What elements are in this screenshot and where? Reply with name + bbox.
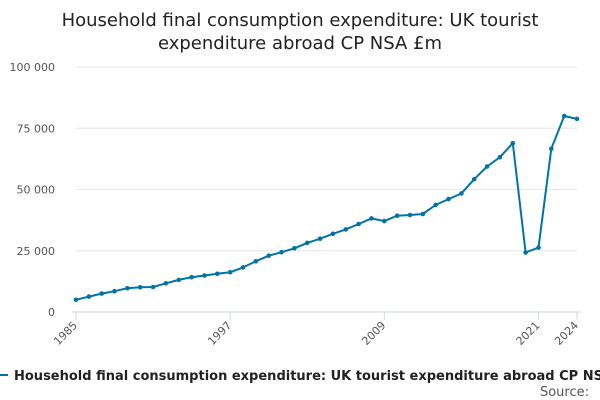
data-point[interactable] <box>227 270 233 275</box>
series-line[interactable] <box>75 115 578 301</box>
source-label: Source: <box>540 385 589 400</box>
y-tick-label: 50 000 <box>17 184 56 197</box>
series-group <box>73 113 580 303</box>
chart-title-line-2: expenditure abroad CP NSA £m <box>158 33 442 54</box>
data-point[interactable] <box>99 291 104 296</box>
data-point[interactable] <box>176 277 182 283</box>
data-point[interactable] <box>150 284 156 290</box>
data-point[interactable] <box>86 294 92 299</box>
y-tick-label: 0 <box>48 306 55 319</box>
data-point[interactable] <box>484 164 490 169</box>
x-tick-label: 1997 <box>205 319 234 348</box>
data-point[interactable] <box>459 191 464 196</box>
data-point[interactable] <box>343 227 349 232</box>
data-point[interactable] <box>279 249 284 255</box>
data-point[interactable] <box>266 253 272 258</box>
data-point[interactable] <box>536 245 541 250</box>
data-point[interactable] <box>510 140 516 146</box>
x-tick-label: 1985 <box>51 319 80 348</box>
data-point[interactable] <box>420 211 426 217</box>
data-point[interactable] <box>446 196 451 202</box>
x-tick-label: 2021 <box>514 319 543 348</box>
data-point[interactable] <box>394 213 400 218</box>
y-axis-labels: 0 25 000 50 000 75 000 100 000 <box>10 61 56 319</box>
data-point[interactable] <box>561 113 567 119</box>
data-point[interactable] <box>240 265 246 270</box>
x-tick-label: 2009 <box>359 319 388 348</box>
chart-title-line-1: Household final consumption expenditure:… <box>62 10 539 31</box>
data-point[interactable] <box>549 146 554 152</box>
chart-title: Household final consumption expenditure:… <box>62 10 539 54</box>
y-tick-label: 25 000 <box>17 245 56 258</box>
data-point[interactable] <box>163 281 169 286</box>
data-point[interactable] <box>112 288 117 294</box>
data-point[interactable] <box>137 285 143 290</box>
data-point[interactable] <box>304 240 310 246</box>
legend-label: Household final consumption expenditure:… <box>14 369 600 384</box>
data-point[interactable] <box>253 259 259 264</box>
data-point[interactable] <box>369 216 374 221</box>
x-tick-label: 2024 <box>552 319 581 348</box>
data-point[interactable] <box>215 271 220 277</box>
x-axis: 1985 1997 2009 2021 2024 <box>51 311 581 348</box>
data-point[interactable] <box>330 231 336 237</box>
data-point[interactable] <box>125 285 130 291</box>
data-point[interactable] <box>292 246 297 251</box>
data-point[interactable] <box>433 202 439 208</box>
grid-lines <box>76 66 577 313</box>
data-point[interactable] <box>382 218 387 224</box>
data-point[interactable] <box>497 154 503 160</box>
data-point[interactable] <box>73 297 79 303</box>
data-point[interactable] <box>523 250 528 255</box>
data-point[interactable] <box>202 273 207 278</box>
data-point[interactable] <box>574 116 580 122</box>
data-point[interactable] <box>317 236 323 241</box>
data-point[interactable] <box>407 212 413 218</box>
data-point[interactable] <box>189 274 194 280</box>
data-point[interactable] <box>356 221 361 227</box>
data-point[interactable] <box>471 176 477 182</box>
legend[interactable]: Household final consumption expenditure:… <box>0 369 600 384</box>
y-tick-label: 100 000 <box>10 61 56 74</box>
y-tick-label: 75 000 <box>17 122 56 135</box>
